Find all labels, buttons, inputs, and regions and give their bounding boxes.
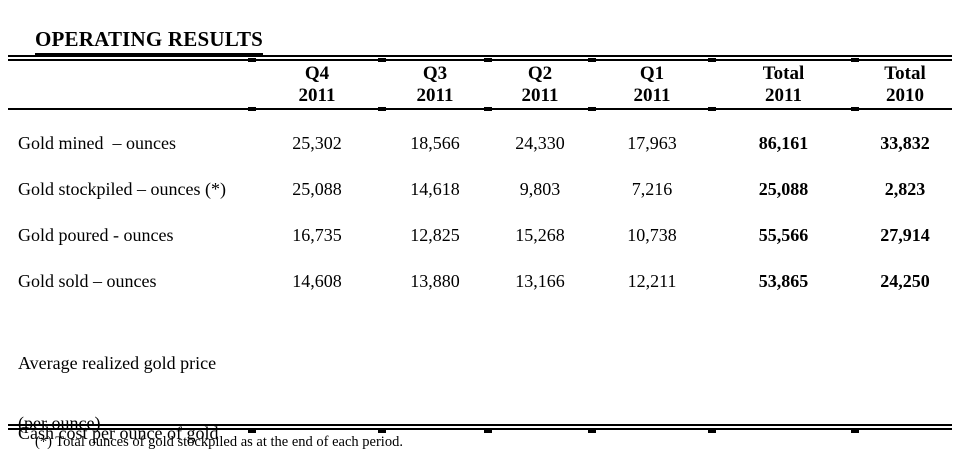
column-boundary-tick	[378, 107, 386, 111]
column-boundary-tick	[248, 58, 256, 62]
table-row-gold-stockpiled: Gold stockpiled – ounces (*) 25,088 14,6…	[0, 179, 955, 199]
column-boundary-tick	[588, 58, 596, 62]
row-label: Gold sold – ounces	[18, 271, 157, 291]
table-row-gold-sold: Gold sold – ounces 14,608 13,880 13,166 …	[0, 271, 955, 291]
column-boundary-tick	[484, 107, 492, 111]
row-label: Gold poured - ounces	[18, 225, 174, 245]
value-q4-2011: 16,735	[292, 225, 342, 245]
value-q2-2011: 13,166	[515, 271, 565, 291]
value-q4-2011: 25,302	[292, 133, 342, 153]
column-boundary-tick	[851, 429, 859, 433]
value-q1-2011: 12,211	[627, 271, 677, 291]
column-boundary-tick	[248, 429, 256, 433]
column-boundary-tick	[708, 107, 716, 111]
value-q3-2011: 13,880	[410, 271, 460, 291]
row-label: Gold mined – ounces	[18, 133, 176, 153]
value-q3-2011: 14,618	[410, 179, 460, 199]
column-header-q1-2011: Q1 2011	[592, 63, 712, 107]
value-q3-2011: 18,566	[410, 133, 460, 153]
value-total-2011: 55,566	[758, 225, 809, 245]
column-boundary-tick	[851, 107, 859, 111]
column-boundary-tick	[588, 429, 596, 433]
header-period: Q4	[304, 63, 330, 84]
column-boundary-tick	[708, 58, 716, 62]
header-period: Q3	[422, 63, 448, 84]
column-header-q3-2011: Q3 2011	[382, 63, 488, 107]
value-total-2011: 86,161	[758, 133, 809, 153]
value-q4-2011: 25,088	[292, 179, 342, 199]
column-boundary-tick	[484, 429, 492, 433]
header-bottom-rule	[8, 107, 952, 111]
value-q2-2011: 15,268	[515, 225, 565, 245]
column-boundary-tick	[378, 429, 386, 433]
column-boundary-tick	[851, 58, 859, 62]
column-boundary-tick	[708, 429, 716, 433]
value-q3-2011: 12,825	[410, 225, 460, 245]
value-q1-2011: 10,738	[627, 225, 677, 245]
header-period: Total	[762, 63, 805, 84]
column-boundary-tick	[248, 107, 256, 111]
value-total-2010: 24,250	[880, 271, 930, 291]
table-row-gold-poured: Gold poured - ounces 16,735 12,825 15,26…	[0, 225, 955, 245]
value-q1-2011: 17,963	[627, 133, 677, 153]
value-q1-2011: $1,210	[592, 453, 712, 455]
header-period: Q1	[639, 63, 665, 84]
column-header-q2-2011: Q2 2011	[488, 63, 592, 107]
value-q2-2011: 24,330	[515, 133, 565, 153]
value-q2-2011: $1,312	[488, 453, 592, 455]
column-header-q4-2011: Q4 2011	[252, 63, 382, 107]
value-q3-2011: $1,340	[382, 453, 488, 455]
table-footnote: (*) Total ounces of gold stockpiled as a…	[35, 434, 403, 450]
value-total-2011: 53,865	[758, 271, 809, 291]
value-q2-2011: 9,803	[519, 179, 561, 199]
column-boundary-tick	[484, 58, 492, 62]
column-header-total-2010: Total 2010	[855, 63, 955, 107]
row-label: Gold stockpiled – ounces (*)	[18, 179, 226, 199]
value-q4-2011: 14,608	[292, 271, 342, 291]
value-total-2010: 2,823	[884, 179, 926, 199]
row-label-line1: Average realized gold price	[18, 353, 217, 373]
value-total-2011: 25,088	[758, 179, 809, 199]
column-boundary-tick	[378, 58, 386, 62]
header-top-rule	[8, 55, 952, 62]
header-year: 2011	[633, 85, 671, 106]
header-period: Q2	[527, 63, 553, 84]
value-q1-2011: 7,216	[631, 179, 673, 199]
header-year: 2011	[765, 85, 802, 106]
header-year: 2011	[416, 85, 454, 106]
table-row-gold-mined: Gold mined – ounces 25,302 18,566 24,330…	[0, 133, 955, 153]
table-bottom-rule	[8, 424, 952, 433]
header-period: Total	[884, 63, 926, 84]
header-year: 2011	[521, 85, 559, 106]
header-year: 2010	[886, 85, 924, 106]
page-title: OPERATING RESULTS	[35, 27, 264, 55]
header-year: 2011	[298, 85, 336, 106]
column-header-total-2011: Total 2011	[712, 63, 855, 107]
value-total-2010: 33,832	[880, 133, 930, 153]
table-header-row: Q4 2011 Q3 2011 Q2 2011 Q1 2011 Total 20…	[0, 63, 955, 107]
value-total-2010: 27,914	[880, 225, 930, 245]
value-q4-2011: $1,413	[252, 453, 382, 455]
column-boundary-tick	[588, 107, 596, 111]
